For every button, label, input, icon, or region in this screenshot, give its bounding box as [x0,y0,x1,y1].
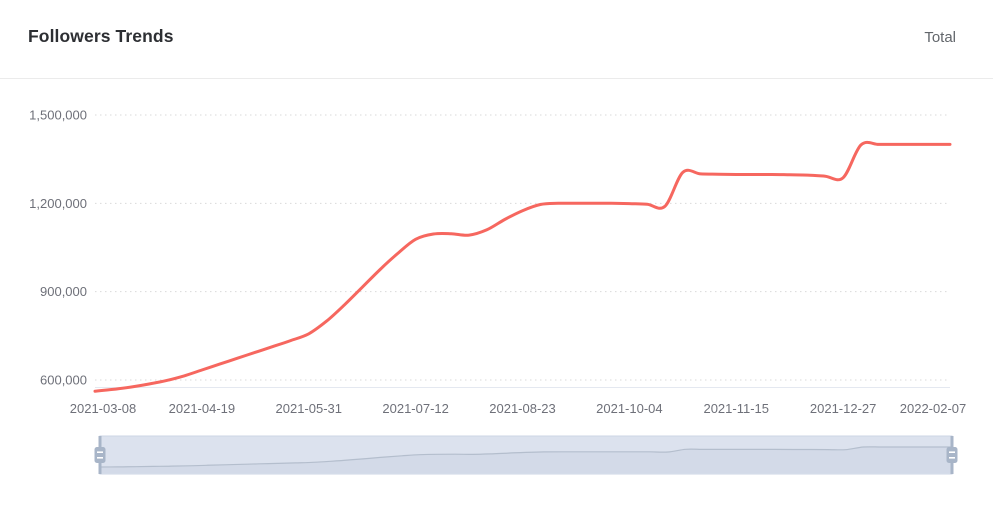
gridlines-layer [95,114,950,381]
datazoom-slider[interactable] [94,435,958,475]
y-axis-tick-label: 1,500,000 [29,108,87,123]
header-divider [0,78,993,79]
x-axis-tick-label: 2021-12-27 [810,401,877,416]
y-axis-tick-label: 1,200,000 [29,196,87,211]
x-axis-tick-label: 2021-11-15 [703,401,769,416]
datazoom-right-handle[interactable] [946,436,958,474]
datazoom-data-shadow-area [100,446,952,473]
datazoom-right-handle-grip-icon[interactable] [946,447,958,463]
x-axis-labels: 2021-03-08 2021-04-19 2021-05-31 2021-07-12… [70,401,967,416]
y-axis-labels: 600,000 900,000 1,200,000 1,500,000 [29,108,87,388]
datazoom-left-handle-grip-icon[interactable] [94,447,106,463]
series-total-label: Total [924,29,956,46]
datazoom-left-handle[interactable] [94,436,106,474]
x-axis-tick-label: 2021-08-23 [489,401,556,416]
x-axis-tick-label: 2021-05-31 [276,401,343,416]
datazoom-data-shadow-line [99,446,952,468]
x-axis-tick-label: 2021-07-12 [382,401,449,416]
followers-series-line[interactable] [93,140,952,393]
page-title: Followers Trends [28,26,174,46]
x-axis-tick-label: 2021-04-19 [169,401,236,416]
y-axis-tick-label: 600,000 [40,373,87,388]
card-header: Followers Trends Total [0,0,993,78]
x-axis-tick-label: 2021-10-04 [596,401,663,416]
series-line-layer[interactable] [93,140,952,393]
x-axis-tick-label: 2021-03-08 [70,401,137,416]
x-axis-tick-label: 2022-02-07 [900,401,967,416]
y-axis-tick-label: 900,000 [40,284,87,299]
